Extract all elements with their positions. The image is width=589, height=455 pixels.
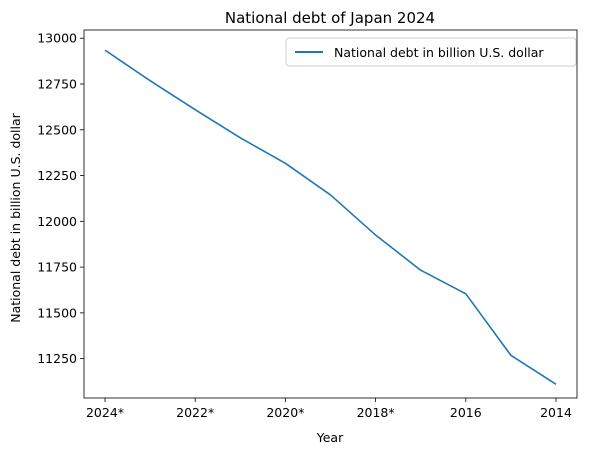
x-tick-label: 2022* — [176, 405, 214, 420]
series-line — [104, 49, 557, 385]
x-tick-label: 2020* — [266, 405, 304, 420]
x-tick-label: 2024* — [86, 405, 124, 420]
y-axis-label: National debt in billion U.S. dollar — [8, 112, 23, 322]
legend-label: National debt in billion U.S. dollar — [334, 45, 544, 60]
chart-title: National debt of Japan 2024 — [225, 9, 435, 27]
y-axis: 11250 11500 11750 12000 12250 12500 12750 13000 — [37, 31, 84, 366]
y-tick-label: 11750 — [37, 260, 77, 275]
plot-frame — [83, 29, 578, 399]
x-tick-label: 2018* — [357, 405, 395, 420]
x-tick-label: 2016 — [450, 405, 482, 420]
x-axis: 2024* 2022* 2020* 2018* 2016 2014 — [86, 398, 572, 420]
x-tick-label: 2014 — [540, 405, 572, 420]
y-tick-label: 12000 — [37, 214, 77, 229]
y-tick-label: 11500 — [37, 305, 77, 320]
y-tick-label: 12750 — [37, 77, 77, 92]
plot-area — [83, 29, 578, 399]
legend-box — [285, 37, 577, 67]
legend: National debt in billion U.S. dollar — [285, 37, 577, 67]
y-tick-label: 11250 — [37, 351, 77, 366]
x-axis-label: Year — [316, 430, 344, 445]
y-tick-label: 12250 — [37, 168, 77, 183]
y-tick-label: 12500 — [37, 122, 77, 137]
y-tick-label: 13000 — [37, 31, 77, 46]
